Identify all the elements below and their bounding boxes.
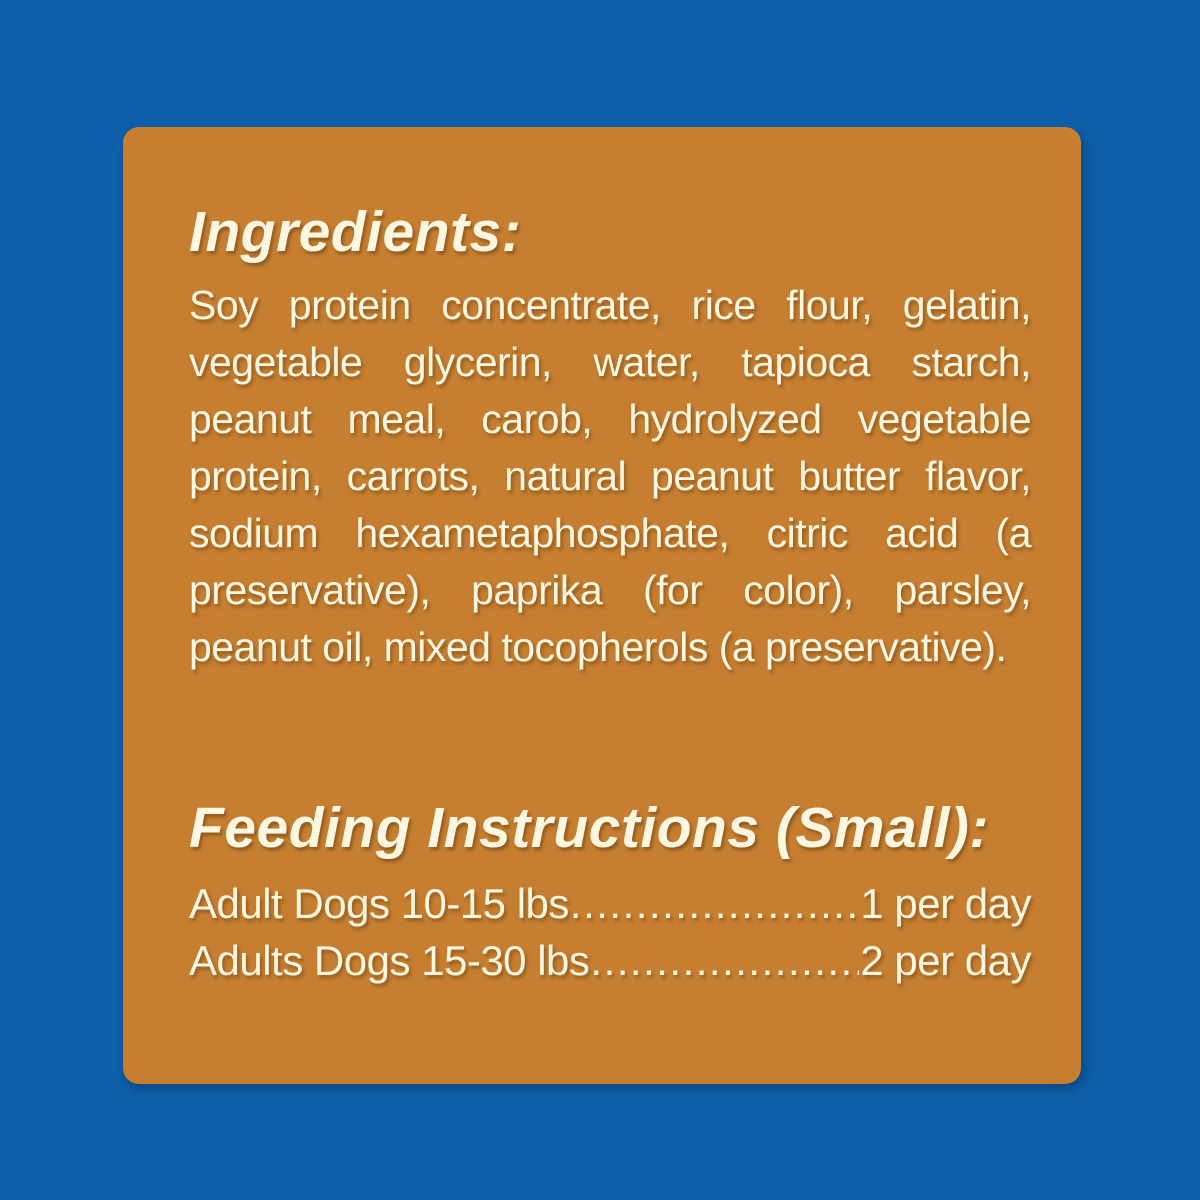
label-panel: Ingredients: Soy protein concentrate, ri… [123, 127, 1081, 1084]
feeding-row-value: 2 per day [860, 936, 1031, 984]
dot-leader: ........................................… [569, 879, 860, 927]
ingredients-text: Soy protein concentrate, rice flour, gel… [189, 281, 1032, 670]
feeding-row: Adult Dogs 10-15 lbs ...................… [189, 875, 1031, 932]
feeding-row-label: Adults Dogs 15-30 lbs [189, 936, 590, 984]
feeding-row: Adults Dogs 15-30 lbs ..................… [189, 932, 1031, 989]
feeding-instructions-section: Feeding Instructions (Small): Adult Dogs… [189, 796, 1031, 989]
feeding-row-label: Adult Dogs 10-15 lbs [189, 879, 569, 927]
ingredients-heading: Ingredients: [189, 200, 522, 264]
feeding-row-value: 1 per day [860, 879, 1031, 927]
dot-leader: ........................................… [590, 936, 859, 984]
feeding-heading: Feeding Instructions (Small): [189, 796, 989, 860]
